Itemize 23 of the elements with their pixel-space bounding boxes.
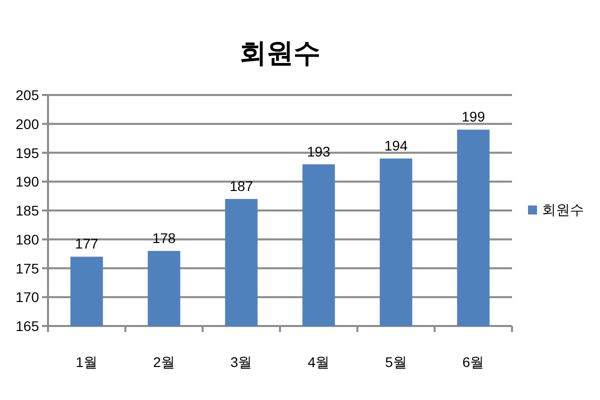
- data-label: 194: [384, 138, 408, 154]
- title: 회원수: [240, 38, 320, 68]
- data-label: 178: [152, 230, 176, 246]
- data-label: 199: [462, 108, 486, 125]
- data-label: 187: [230, 178, 254, 194]
- ytick: 185: [16, 202, 39, 218]
- xtick: 6월: [462, 354, 484, 370]
- legend-text: 회원수: [542, 202, 584, 218]
- ytick: 190: [16, 174, 39, 190]
- ytick: 175: [16, 260, 39, 276]
- ytick: 205: [16, 87, 39, 103]
- xtick: 4월: [308, 354, 330, 370]
- data-label: 193: [306, 143, 330, 160]
- ytick: 180: [16, 231, 39, 248]
- ytick: 195: [16, 144, 39, 161]
- xtick: 5월: [385, 354, 407, 370]
- xtick: 1월: [76, 354, 98, 370]
- ytick: 165: [16, 318, 39, 334]
- ytick: 170: [16, 289, 39, 306]
- data-label: 177: [74, 236, 98, 252]
- xtick: 3월: [230, 354, 252, 370]
- xtick: 2월: [153, 354, 175, 370]
- ytick: 200: [16, 116, 39, 132]
